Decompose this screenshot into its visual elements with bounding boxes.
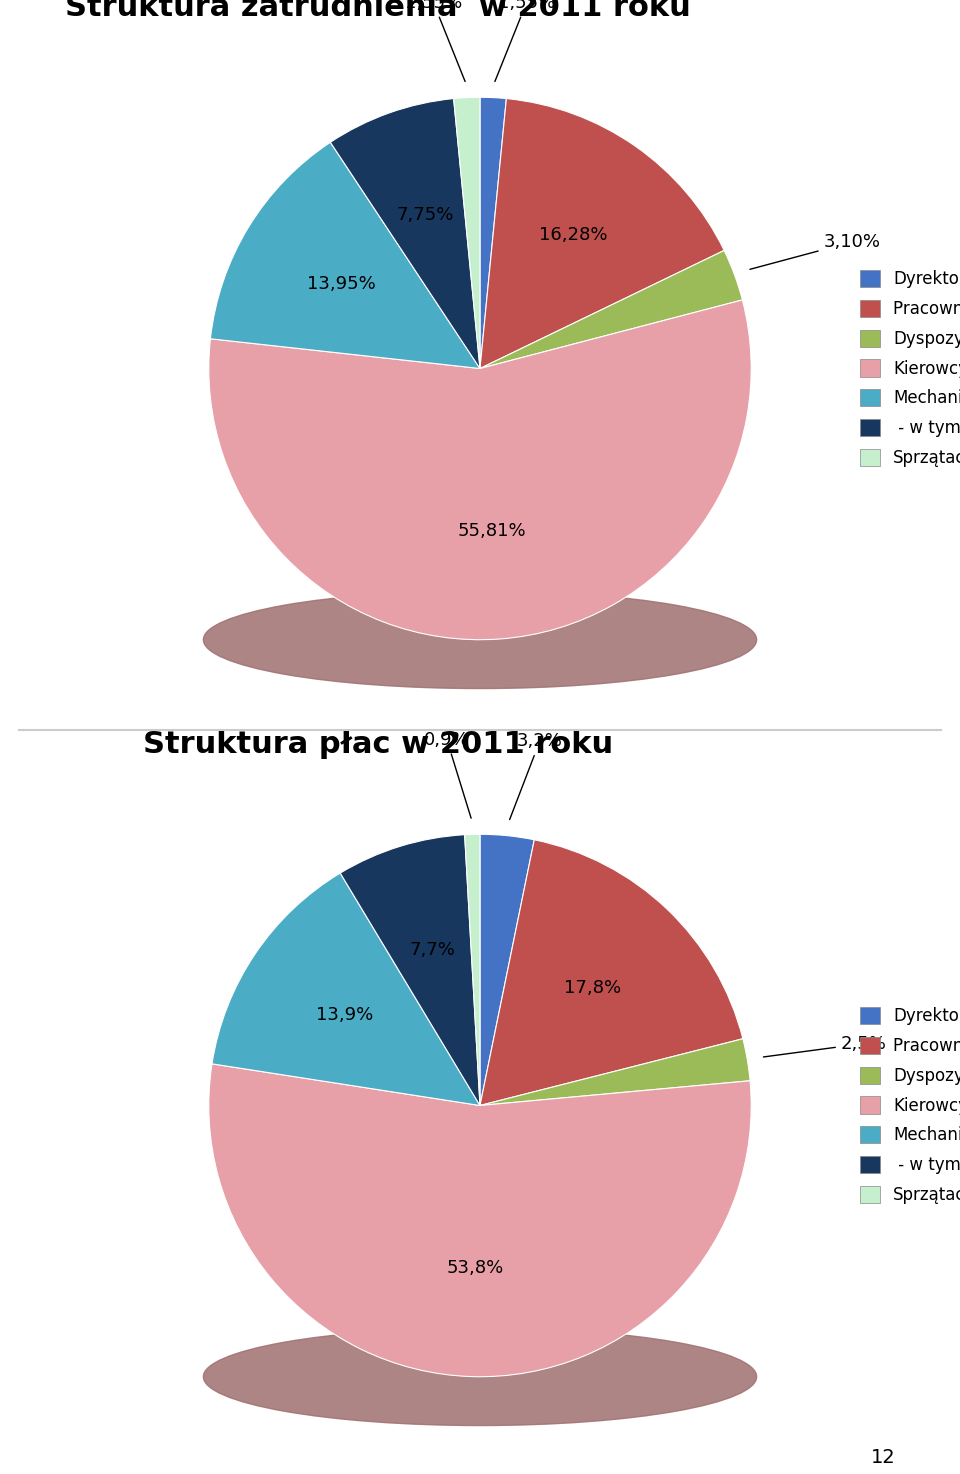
Text: 55,81%: 55,81% bbox=[458, 522, 526, 539]
Wedge shape bbox=[480, 834, 535, 1106]
Wedge shape bbox=[480, 251, 742, 368]
Legend: Dyrektor, Pracownicy administracji, Dyspozytorzy, Kierowcy, Mechanicy,  - w tym : Dyrektor, Pracownicy administracji, Dysp… bbox=[852, 264, 960, 473]
Wedge shape bbox=[454, 97, 480, 368]
Wedge shape bbox=[210, 143, 480, 368]
Wedge shape bbox=[480, 1039, 750, 1106]
Wedge shape bbox=[330, 99, 480, 368]
Text: 0,9%: 0,9% bbox=[424, 731, 471, 818]
Ellipse shape bbox=[204, 1328, 756, 1425]
Wedge shape bbox=[480, 97, 506, 368]
Ellipse shape bbox=[204, 591, 756, 688]
Text: 16,28%: 16,28% bbox=[539, 226, 608, 245]
Text: 7,75%: 7,75% bbox=[396, 206, 454, 224]
Wedge shape bbox=[208, 1064, 752, 1377]
Wedge shape bbox=[480, 840, 743, 1106]
Text: 12: 12 bbox=[871, 1447, 896, 1467]
Text: 3,10%: 3,10% bbox=[750, 233, 880, 270]
Wedge shape bbox=[465, 834, 480, 1106]
Legend: Dyrektor, Pracownicy administracji, Dyspozytorzy, Kierowcy, Mechanicy,  - w tym : Dyrektor, Pracownicy administracji, Dysp… bbox=[852, 1001, 960, 1210]
Text: 13,95%: 13,95% bbox=[307, 274, 375, 293]
Wedge shape bbox=[212, 873, 480, 1106]
Text: 13,9%: 13,9% bbox=[316, 1005, 373, 1024]
Title: Struktura zatrudnienia  w 2011 roku: Struktura zatrudnienia w 2011 roku bbox=[65, 0, 691, 22]
Text: 17,8%: 17,8% bbox=[564, 979, 621, 996]
Wedge shape bbox=[208, 299, 752, 640]
Text: 2,5%: 2,5% bbox=[763, 1035, 887, 1057]
Text: 1,55%: 1,55% bbox=[405, 0, 465, 81]
Text: 7,7%: 7,7% bbox=[409, 940, 455, 960]
Title: Struktura płac w 2011 roku: Struktura płac w 2011 roku bbox=[143, 730, 613, 759]
Wedge shape bbox=[340, 834, 480, 1106]
Wedge shape bbox=[480, 99, 724, 368]
Text: 1,55%: 1,55% bbox=[495, 0, 555, 81]
Text: 53,8%: 53,8% bbox=[446, 1259, 503, 1276]
Text: 3,2%: 3,2% bbox=[510, 733, 563, 820]
